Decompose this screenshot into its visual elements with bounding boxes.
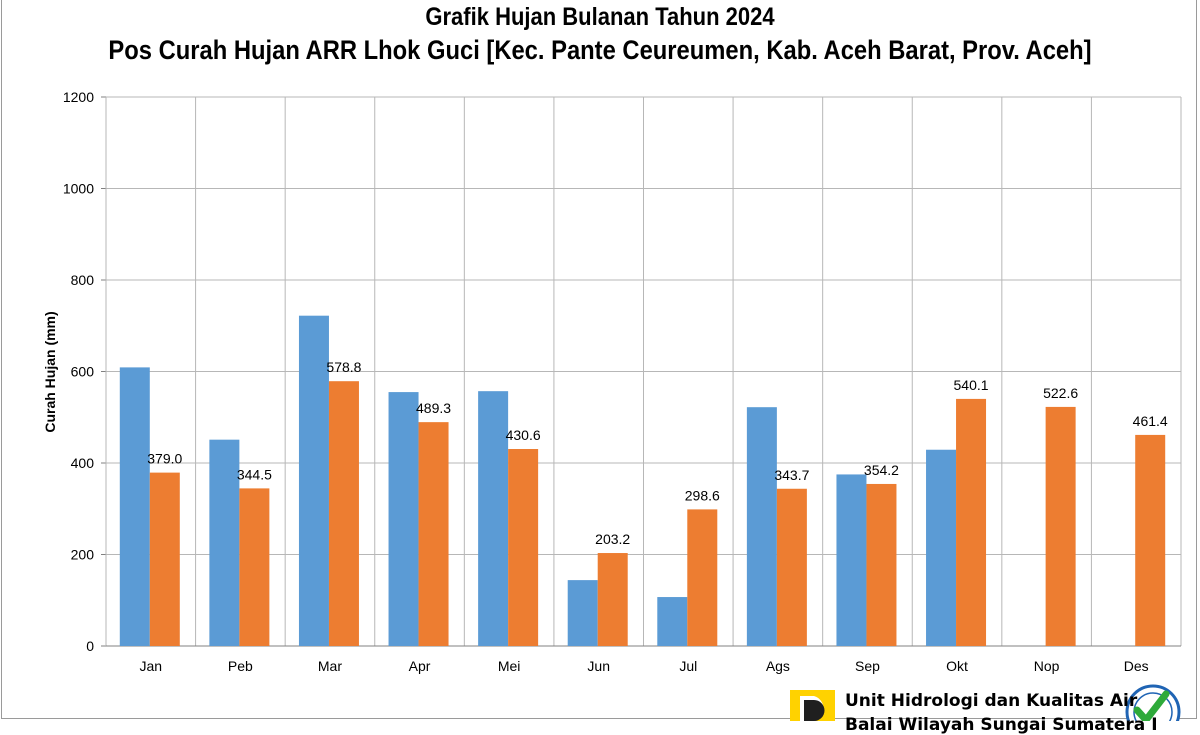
data-label-okt: 540.1 — [954, 377, 989, 393]
x-tick-label-okt: Okt — [946, 658, 968, 674]
data-label-peb: 344.5 — [237, 466, 272, 482]
bar-series1-ags — [746, 407, 777, 646]
bar-series1-jun — [567, 580, 598, 646]
bar-series2-des — [1135, 434, 1166, 646]
bar-series1-okt — [926, 449, 957, 646]
y-tick-label: 0 — [86, 638, 94, 654]
data-label-apr: 489.3 — [416, 400, 451, 416]
y-tick-label: 400 — [71, 455, 95, 471]
bars — [119, 315, 1166, 646]
y-tick-label: 200 — [71, 547, 95, 563]
footer-unit-name: Unit Hidrologi dan Kualitas Air — [845, 691, 1138, 711]
data-label-sep: 354.2 — [864, 462, 899, 478]
data-label-mei: 430.6 — [506, 427, 541, 443]
y-tick-label: 800 — [71, 272, 95, 288]
data-label-jul: 298.6 — [685, 487, 720, 503]
bar-series2-mar — [328, 381, 359, 646]
x-tick-label-jul: Jul — [679, 658, 697, 674]
y-axis-label: Curah Hujan (mm) — [42, 311, 58, 432]
bar-series1-apr — [388, 392, 419, 646]
chart-subtitle: Pos Curah Hujan ARR Lhok Guci [Kec. Pant… — [108, 35, 1092, 65]
bar-series2-peb — [239, 488, 270, 646]
data-label-jun: 203.2 — [595, 531, 630, 547]
x-tick-label-mar: Mar — [318, 658, 342, 674]
data-label-jan: 379.0 — [147, 451, 182, 467]
chart-title: Grafik Hujan Bulanan Tahun 2024 — [425, 3, 775, 31]
x-tick-label-mei: Mei — [498, 658, 521, 674]
y-tick-label: 1000 — [63, 181, 94, 197]
data-label-nop: 522.6 — [1043, 385, 1078, 401]
bar-series2-nop — [1045, 406, 1076, 646]
x-tick-label-jun: Jun — [587, 658, 610, 674]
data-label-ags: 343.7 — [774, 467, 809, 483]
grid-lines — [101, 96, 1182, 647]
y-tick-label: 1200 — [63, 89, 94, 105]
y-tick-label: 600 — [71, 364, 95, 380]
bar-series1-mar — [298, 315, 329, 646]
footer-office-name: Balai Wilayah Sungai Sumatera I — [845, 715, 1158, 735]
bar-series2-mei — [508, 449, 539, 646]
x-tick-label-apr: Apr — [409, 658, 431, 674]
data-label-mar: 578.8 — [326, 359, 361, 375]
data-label-des: 461.4 — [1133, 413, 1168, 429]
bar-series2-jan — [149, 472, 180, 646]
bar-series1-peb — [209, 439, 240, 646]
x-tick-label-nop: Nop — [1034, 658, 1060, 674]
data-labels: 379.0 344.5 578.8 489.3 430.6 203.2 298.6 343.7… — [147, 359, 1168, 547]
bar-series2-jul — [687, 509, 718, 646]
x-tick-label-des: Des — [1124, 658, 1149, 674]
bar-series1-sep — [836, 474, 867, 646]
bar-series2-jun — [597, 553, 628, 646]
bar-series2-sep — [866, 483, 897, 646]
bar-series2-okt — [956, 398, 987, 646]
axis-ticks: 0 200 400 600 800 1000 1200 Jan Peb Mar Apr Mei Jun J… — [63, 89, 1149, 674]
bar-series1-jan — [119, 367, 150, 646]
x-tick-label-peb: Peb — [228, 658, 253, 674]
iso-badge-icon — [1125, 684, 1181, 721]
x-tick-label-jan: Jan — [140, 658, 163, 674]
bar-series2-apr — [418, 422, 449, 646]
x-tick-label-ags: Ags — [766, 658, 790, 674]
bar-series1-mei — [478, 391, 509, 646]
chart-frame — [1, 0, 1197, 719]
x-tick-label-sep: Sep — [855, 658, 880, 674]
bar-series1-jul — [657, 597, 688, 646]
bar-series2-ags — [776, 488, 807, 646]
pu-logo-icon — [790, 690, 835, 721]
